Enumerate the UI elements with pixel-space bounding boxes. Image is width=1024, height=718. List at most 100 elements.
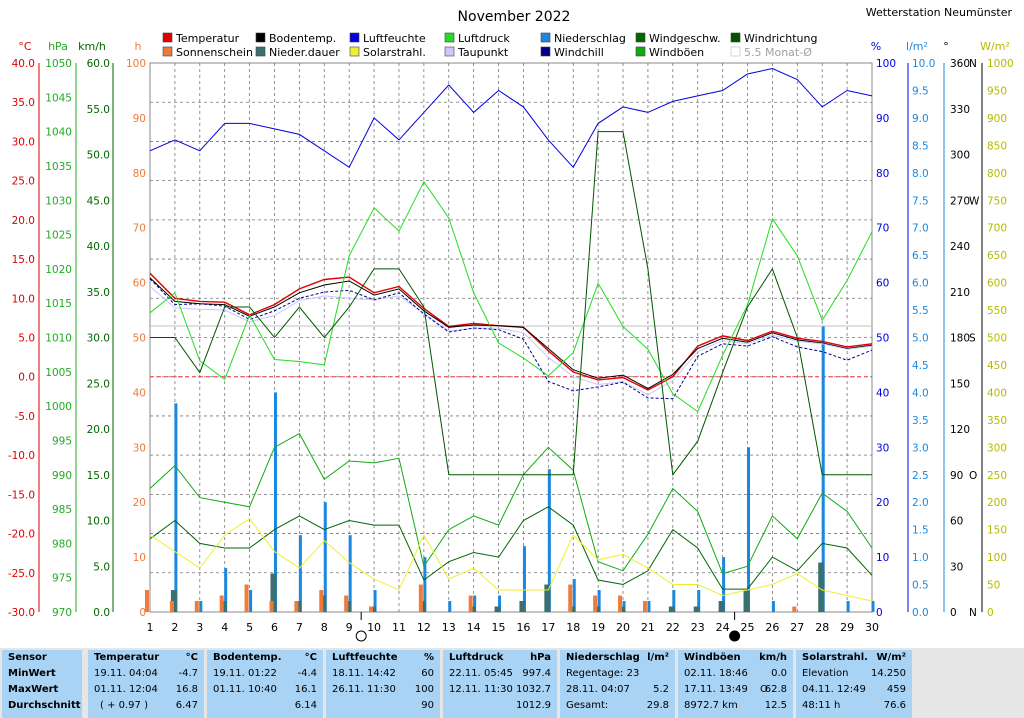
- tick-hpa: 1000: [45, 401, 72, 413]
- stats-boden-min-date: 19.11. 01:22: [213, 668, 277, 679]
- tick-h: 90: [133, 113, 146, 125]
- stats-solar-avg: 76.6: [883, 700, 906, 711]
- tick-wm2: 900: [987, 113, 1007, 125]
- tick-deg: 30: [950, 561, 963, 573]
- bar-niederschlag: [224, 568, 228, 612]
- tick-lm2: 4.0: [912, 387, 929, 399]
- legend-swatch: [255, 46, 266, 57]
- stats-boeen-max-date: 17.11. 13:49: [684, 684, 748, 695]
- bar-niederdauer: [544, 584, 551, 612]
- tick-pct: 100: [876, 58, 896, 70]
- stats-solar-unit: W/m²: [876, 652, 906, 663]
- legend-label: Windgeschw.: [649, 32, 721, 45]
- tick-kmh: 30.0: [87, 333, 110, 345]
- tick-lm2: 2.5: [912, 470, 929, 482]
- tick-h: 10: [133, 552, 146, 564]
- tick-temp: 30.0: [12, 136, 35, 148]
- stats-temp-min: -4.7: [178, 668, 198, 679]
- legend-label: Temperatur: [175, 32, 240, 45]
- tick-wm2: 1000: [987, 58, 1014, 70]
- x-tick-label: 23: [691, 621, 705, 634]
- moon-phases: [355, 612, 741, 642]
- stats-nieder-gesamt-label: Gesamt:: [566, 700, 609, 711]
- line-windgeschw: [149, 506, 873, 590]
- stats-feuchte-max: 100: [414, 684, 434, 695]
- tick-hpa: 980: [52, 538, 72, 550]
- legend-swatch: [540, 32, 551, 43]
- tick-h: 100: [126, 58, 146, 70]
- x-tick-label: 6: [271, 621, 278, 634]
- legend-swatch: [162, 46, 173, 57]
- tick-deg: 300: [950, 150, 970, 162]
- tick-lm2: 7.0: [912, 223, 929, 235]
- tick-hpa: 1005: [45, 367, 72, 379]
- bar-niederschlag: [871, 601, 875, 612]
- x-tick-label: 4: [221, 621, 228, 634]
- bar-sonnenschein: [319, 590, 324, 612]
- bar-niederdauer: [718, 601, 725, 612]
- tick-lm2: 4.5: [912, 360, 929, 372]
- stats-temp-unit: °C: [185, 652, 198, 663]
- stats-temp-min-date: 19.11. 04:04: [94, 668, 158, 679]
- tick-h: 30: [133, 442, 146, 454]
- tick-hpa: 990: [52, 470, 72, 482]
- tick-h: 60: [133, 278, 146, 290]
- tick-hpa: 1015: [45, 298, 72, 310]
- bar-niederschlag: [199, 601, 203, 612]
- tick-wm2: 300: [987, 442, 1007, 454]
- bar-niederschlag: [298, 535, 302, 612]
- bar-niederschlag: [722, 557, 726, 612]
- tick-kmh: 5.0: [93, 561, 110, 573]
- stats-boeen-unit: km/h: [759, 652, 787, 663]
- legend-label: Bodentemp.: [269, 32, 336, 45]
- legend-swatch: [444, 46, 455, 57]
- tick-temp: 40.0: [12, 58, 35, 70]
- stats-boden-title: Bodentemp.: [213, 652, 282, 663]
- x-tick-label: 1: [147, 621, 154, 634]
- bar-niederdauer: [668, 606, 675, 612]
- stats-druck-min-date: 22.11. 05:45: [449, 668, 513, 679]
- stats-boeen-distance: 8972.7 km: [684, 700, 738, 711]
- stats-feuchte-min: 60: [421, 668, 434, 679]
- legend-label: Windböen: [649, 46, 704, 59]
- line-windrichtung: [150, 131, 872, 477]
- unit-hpa: hPa: [48, 40, 68, 53]
- stats-feuchte-min-date: 18.11. 14:42: [332, 668, 396, 679]
- stats-solar-elevation-label: Elevation: [802, 668, 849, 679]
- tick-temp: 5.0: [18, 333, 35, 345]
- tick-hpa: 1035: [45, 161, 72, 173]
- tick-temp: 35.0: [12, 97, 35, 109]
- tick-lm2: 9.5: [912, 85, 929, 97]
- unit-lm2: l/m²: [906, 40, 928, 53]
- stats-nieder-unit: l/m²: [647, 652, 669, 663]
- x-tick-label: 19: [591, 621, 605, 634]
- bar-niederdauer: [494, 606, 501, 612]
- bar-sonnenschein: [792, 606, 797, 612]
- tick-h: 80: [133, 168, 146, 180]
- tick-deg: 210: [950, 287, 970, 299]
- legend-swatch: [162, 32, 173, 43]
- tick-wm2: 0: [987, 607, 994, 619]
- tick-temp: -25.0: [8, 568, 35, 580]
- tick-lm2: 8.0: [912, 168, 929, 180]
- bar-niederschlag: [423, 557, 427, 612]
- x-tick-label: 8: [321, 621, 328, 634]
- new-moon-icon: [729, 630, 741, 642]
- tick-temp: 25.0: [12, 176, 35, 188]
- legend-swatch: [349, 46, 360, 57]
- tick-wm2: 850: [987, 140, 1007, 152]
- legend-label: Luftdruck: [458, 32, 510, 45]
- tick-hpa: 995: [52, 435, 72, 447]
- stats-temp-avg-note: ( + 0.97 ): [100, 700, 148, 711]
- tick-hpa: 985: [52, 504, 72, 516]
- stats-label-avg: Durchschnitt: [8, 700, 81, 711]
- x-tick-label: 11: [392, 621, 406, 634]
- tick-deg: 90: [950, 470, 963, 482]
- stats-druck-avg: 1012.9: [516, 700, 551, 711]
- legend-label: Luftfeuchte: [363, 32, 426, 45]
- tick-pct: 20: [876, 497, 889, 509]
- stats-boeen-max: 62.8: [764, 684, 787, 695]
- tick-wm2: 500: [987, 333, 1007, 345]
- stats-temperatur: Temperatur °C 19.11. 04:04 -4.7 01.11. 12:…: [88, 650, 204, 718]
- tick-kmh: 20.0: [87, 424, 110, 436]
